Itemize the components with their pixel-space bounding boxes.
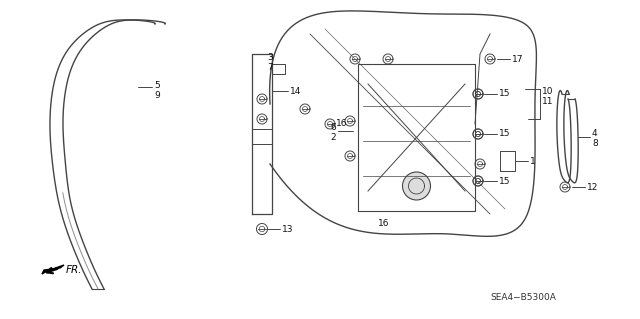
Text: 13: 13	[282, 225, 294, 234]
Text: 15: 15	[499, 90, 511, 99]
Polygon shape	[42, 265, 64, 274]
Text: 7: 7	[267, 63, 273, 71]
Text: 17: 17	[512, 55, 524, 63]
Ellipse shape	[403, 172, 431, 200]
Text: 5: 5	[154, 80, 160, 90]
Text: FR.: FR.	[66, 265, 83, 275]
Text: SEA4−B5300A: SEA4−B5300A	[490, 293, 556, 301]
Text: 11: 11	[542, 97, 554, 106]
Text: 2: 2	[330, 132, 336, 142]
Text: 8: 8	[592, 138, 598, 147]
Text: 12: 12	[587, 182, 598, 191]
Text: 6: 6	[330, 122, 336, 131]
Text: 14: 14	[290, 86, 301, 95]
Text: 16: 16	[336, 120, 348, 129]
Text: 1: 1	[530, 157, 536, 166]
Text: 15: 15	[499, 130, 511, 138]
Text: 9: 9	[154, 91, 160, 100]
Text: 10: 10	[542, 86, 554, 95]
Text: 16: 16	[378, 219, 390, 227]
Text: 15: 15	[499, 176, 511, 186]
Text: 3: 3	[267, 53, 273, 62]
Text: 4: 4	[592, 129, 598, 137]
